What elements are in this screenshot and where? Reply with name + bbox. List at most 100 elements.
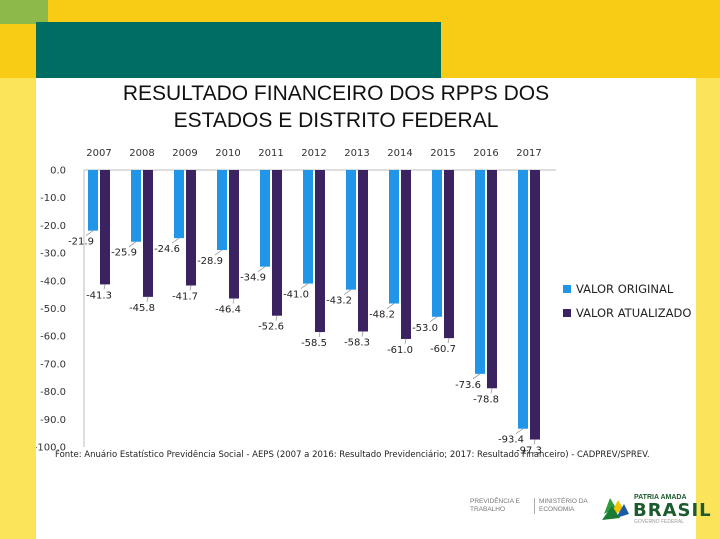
y-tick-label: -10.0 [40, 193, 66, 204]
data-label-valor-original: -93.4 [498, 435, 524, 446]
data-label-valor-original: -73.6 [455, 380, 481, 391]
y-tick-label: -60.0 [40, 332, 66, 343]
x-tick-label: 2017 [516, 148, 541, 159]
bar-valor-atualizado-2014 [401, 170, 411, 339]
bar-valor-atualizado-2013 [358, 170, 368, 332]
leader-line [171, 237, 180, 244]
leader-line [386, 303, 395, 309]
y-tick-label: -40.0 [40, 276, 66, 287]
data-label-valor-original: -21.9 [68, 237, 94, 248]
x-tick-label: 2016 [473, 148, 498, 159]
leader-line [85, 230, 94, 236]
bar-valor-original-2011 [260, 170, 270, 267]
data-label-valor-atualizado: -58.5 [301, 338, 327, 349]
leader-line [361, 331, 364, 337]
left-stripe [0, 78, 36, 539]
bar-valor-original-2016 [475, 170, 485, 374]
x-tick-label: 2009 [172, 148, 197, 159]
data-label-valor-atualizado: -41.7 [172, 292, 198, 303]
data-label-valor-original: -28.9 [197, 256, 223, 267]
data-label-valor-original: -48.2 [369, 310, 395, 321]
banner-teal-block [36, 22, 441, 78]
footer-logos: PREVIDÊNCIA E TRABALHO MINISTÉRIO DA ECO… [470, 492, 711, 528]
bar-valor-original-2008 [131, 170, 141, 242]
y-tick-label: -70.0 [40, 359, 66, 370]
y-tick-label: -90.0 [40, 415, 66, 426]
bar-valor-original-2017 [518, 170, 528, 429]
leader-line [257, 266, 266, 272]
bar-chart: 0.0 -10.0 -20.0 -30.0 -40.0 -50.0 -60.0 -70.0 -8… [36, 148, 556, 455]
data-label-valor-atualizado: -61.0 [387, 345, 413, 356]
x-tick-label: 2010 [215, 148, 240, 159]
bar-valor-original-2013 [346, 170, 356, 290]
data-label-valor-original: -41.0 [283, 290, 309, 301]
legend-item-atualizado: VALOR ATUALIZADO [563, 306, 691, 320]
bar-valor-original-2010 [217, 170, 227, 251]
data-label-valor-atualizado: -60.7 [430, 344, 456, 355]
data-label-valor-original: -25.9 [111, 248, 137, 259]
data-label-valor-original: -24.6 [154, 244, 180, 255]
x-tick-label: 2013 [344, 148, 369, 159]
legend-swatch-atualizado [563, 309, 571, 317]
legend: VALOR ORIGINAL VALOR ATUALIZADO [563, 282, 691, 330]
data-label-valor-atualizado: -78.8 [473, 394, 499, 405]
leader-line [533, 439, 536, 445]
bar-valor-atualizado-2016 [487, 170, 497, 389]
leader-line [515, 428, 524, 435]
ministry-logo: PREVIDÊNCIA E TRABALHO MINISTÉRIO DA ECO… [470, 498, 588, 514]
leader-line [103, 284, 106, 290]
leader-line [300, 283, 309, 289]
bar-valor-atualizado-2017 [530, 170, 540, 440]
y-tick-label: -30.0 [40, 249, 66, 260]
y-tick-label: 0.0 [50, 166, 66, 177]
chart-title: RESULTADO FINANCEIRO DOS RPPS DOS ESTADO… [36, 80, 636, 134]
data-label-valor-atualizado: -58.3 [344, 337, 370, 348]
leader-line [318, 331, 321, 338]
y-tick-label: -80.0 [40, 387, 66, 398]
x-tick-label: 2008 [129, 148, 154, 159]
bar-valor-atualizado-2011 [272, 170, 282, 316]
leader-line [128, 241, 137, 248]
legend-label-original: VALOR ORIGINAL [576, 282, 674, 296]
data-label-valor-atualizado: -46.4 [215, 305, 241, 316]
source-note: Fonte: Anuário Estatístico Previdência S… [55, 450, 650, 460]
bar-valor-atualizado-2009 [186, 170, 196, 286]
ministry-left: PREVIDÊNCIA E TRABALHO [470, 498, 520, 513]
chart-title-line1: RESULTADO FINANCEIRO DOS RPPS DOS [122, 82, 550, 105]
leader-line [214, 249, 223, 256]
legend-label-atualizado: VALOR ATUALIZADO [576, 306, 692, 320]
leader-line [232, 298, 235, 304]
leader-line [447, 338, 450, 344]
leader-line [275, 315, 278, 321]
data-label-valor-atualizado: -52.6 [258, 322, 284, 333]
x-tick-label: 2014 [387, 148, 412, 159]
bar-valor-atualizado-2007 [100, 170, 110, 285]
bar-valor-original-2015 [432, 170, 442, 317]
y-tick-label: -20.0 [40, 221, 66, 232]
ministry-right: MINISTÉRIO DA ECONOMIA [534, 498, 609, 514]
leader-line [472, 373, 481, 380]
legend-swatch-original [563, 285, 571, 293]
bar-valor-original-2014 [389, 170, 399, 304]
right-stripe [696, 78, 720, 539]
banner-green-block [0, 0, 48, 24]
bar-valor-atualizado-2008 [143, 170, 153, 297]
x-tick-label: 2012 [301, 148, 326, 159]
data-label-valor-atualizado: -45.8 [129, 303, 155, 314]
leader-line [490, 388, 493, 394]
top-banner [0, 0, 720, 78]
x-tick-label: 2011 [258, 148, 283, 159]
data-label-valor-original: -34.9 [240, 273, 266, 284]
leader-line [343, 289, 352, 295]
leader-line [429, 316, 438, 323]
bar-valor-original-2009 [174, 170, 184, 239]
bar-valor-atualizado-2012 [315, 170, 325, 333]
legend-item-original: VALOR ORIGINAL [563, 282, 691, 296]
bar-valor-atualizado-2010 [229, 170, 239, 299]
y-tick-label: -50.0 [40, 304, 66, 315]
data-label-valor-original: -53.0 [412, 323, 438, 334]
brand-name: BRASIL [633, 500, 712, 521]
bar-valor-atualizado-2015 [444, 170, 454, 339]
data-label-valor-original: -43.2 [326, 296, 352, 307]
bar-valor-original-2007 [88, 170, 98, 231]
